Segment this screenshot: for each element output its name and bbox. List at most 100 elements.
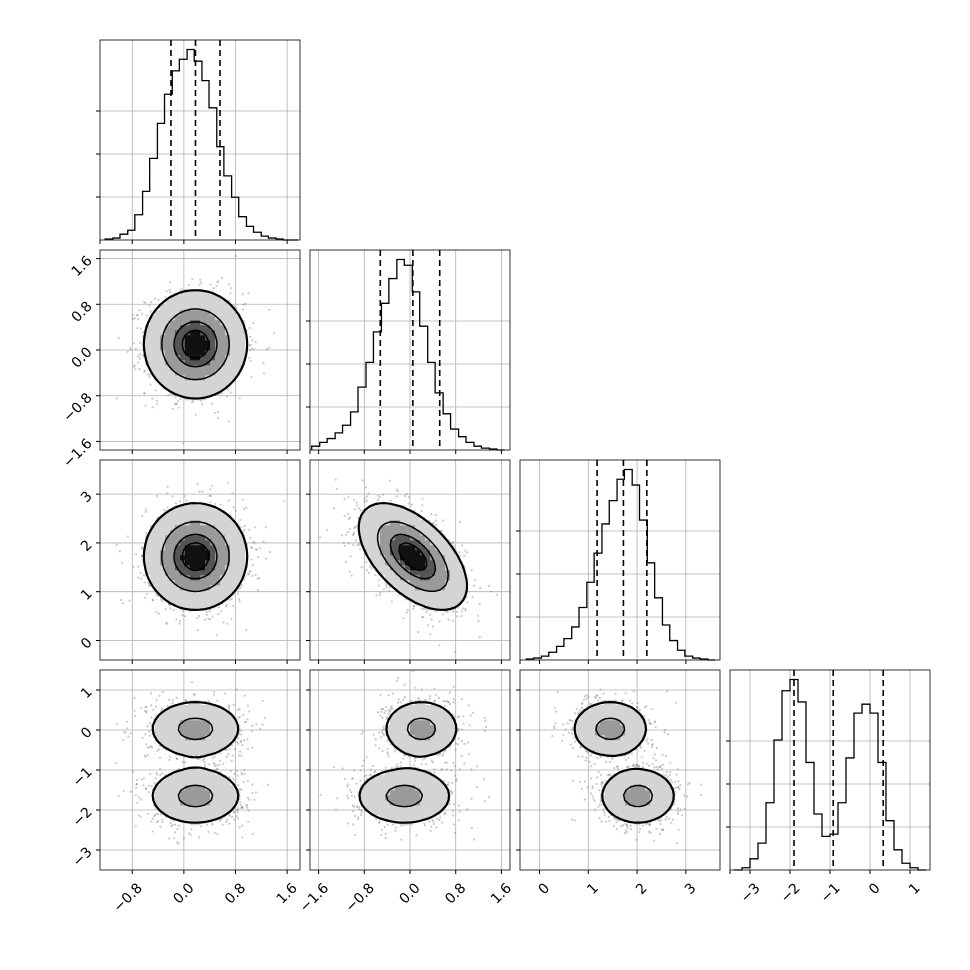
- density-cell: [225, 520, 231, 526]
- density-cell: [180, 575, 186, 581]
- sample-point: [356, 544, 359, 547]
- density-cell: [180, 535, 186, 541]
- sample-point: [169, 281, 172, 284]
- density-cell: [220, 330, 226, 336]
- density-cell: [185, 605, 191, 611]
- sample-point: [242, 508, 246, 511]
- density-cell: [235, 555, 241, 561]
- density-cell: [165, 315, 171, 321]
- sample-point: [189, 610, 192, 613]
- density-cell: [230, 555, 236, 561]
- sample-point: [464, 549, 467, 552]
- density-cell: [200, 540, 206, 546]
- sample-point: [173, 608, 176, 611]
- sample-point: [354, 539, 358, 542]
- sample-point: [385, 586, 388, 589]
- density-cell: [235, 530, 241, 536]
- sample-point: [343, 514, 346, 518]
- density-cell: [235, 575, 241, 581]
- density-cell: [220, 300, 226, 306]
- sample-point: [349, 516, 352, 519]
- density-cell: [180, 310, 186, 316]
- sample-point: [355, 525, 358, 528]
- density-cell: [195, 350, 201, 356]
- sample-point: [405, 492, 408, 495]
- density-cell: [185, 525, 191, 531]
- sample-point: [365, 499, 368, 502]
- density-cell: [220, 580, 226, 586]
- density-cell: [235, 560, 241, 566]
- density-cell: [155, 360, 161, 366]
- sample-point: [141, 335, 144, 338]
- density-cell: [205, 300, 211, 306]
- density-cell: [175, 360, 181, 366]
- sample-point: [134, 347, 137, 350]
- density-cell: [180, 305, 186, 311]
- sample-point: [451, 619, 454, 622]
- sample-point: [495, 593, 498, 596]
- sample-point: [141, 515, 144, 518]
- sample-point: [432, 522, 435, 525]
- density-cell: [175, 515, 181, 521]
- sample-point: [137, 576, 140, 579]
- density-cell: [200, 335, 206, 341]
- sample-point: [157, 298, 160, 301]
- sample-point: [141, 546, 144, 549]
- sample-point: [264, 526, 267, 529]
- density-cell: [220, 570, 226, 576]
- density-cell: [205, 510, 211, 516]
- density-cell: [170, 365, 176, 371]
- sample-point: [352, 533, 355, 536]
- density-cell: [190, 325, 196, 331]
- density-cell: [160, 370, 166, 376]
- sample-point: [146, 373, 149, 376]
- density-cell: [195, 370, 201, 376]
- density-cell: [160, 320, 166, 326]
- density-cell: [195, 305, 201, 311]
- density-cell: [200, 580, 206, 586]
- sample-point: [220, 392, 224, 395]
- density-cell: [175, 305, 181, 311]
- density-cell: [200, 555, 206, 561]
- sample-point: [422, 607, 425, 611]
- sample-point: [149, 301, 152, 304]
- density-cell: [165, 570, 171, 576]
- density-cell: [220, 370, 226, 376]
- contour-line: [181, 542, 210, 572]
- sample-point: [174, 403, 177, 406]
- sample-point: [422, 616, 425, 619]
- density-cell: [175, 390, 181, 396]
- density-cell: [210, 515, 216, 521]
- density-cell: [215, 535, 221, 541]
- density-cell: [180, 515, 186, 521]
- density-cell: [145, 540, 151, 546]
- sample-point: [252, 321, 255, 325]
- sample-point: [478, 602, 481, 606]
- density-cell: [205, 330, 211, 336]
- density-cell: [185, 580, 191, 586]
- density-cell: [155, 350, 161, 356]
- sample-point: [244, 302, 247, 305]
- density-cell: [215, 565, 221, 571]
- density-cell: [195, 315, 201, 321]
- density-cell: [210, 510, 216, 516]
- density-cell: [215, 310, 221, 316]
- sample-point: [209, 501, 212, 504]
- density-cell: [190, 590, 196, 596]
- sample-point: [235, 307, 238, 310]
- density-cell: [145, 555, 151, 561]
- density-cell: [210, 335, 216, 341]
- sample-point: [142, 574, 145, 577]
- density-cell: [205, 580, 211, 586]
- sample-point: [434, 513, 437, 517]
- density-cell: [225, 305, 231, 311]
- density-cell: [170, 595, 176, 601]
- sample-point: [240, 584, 243, 587]
- density-cell: [230, 325, 236, 331]
- density-cell: [160, 590, 166, 596]
- density-cell: [215, 295, 221, 301]
- density-cell: [225, 585, 231, 591]
- density-cell: [190, 370, 196, 376]
- density-cell: [195, 345, 201, 351]
- density-cell: [170, 520, 176, 526]
